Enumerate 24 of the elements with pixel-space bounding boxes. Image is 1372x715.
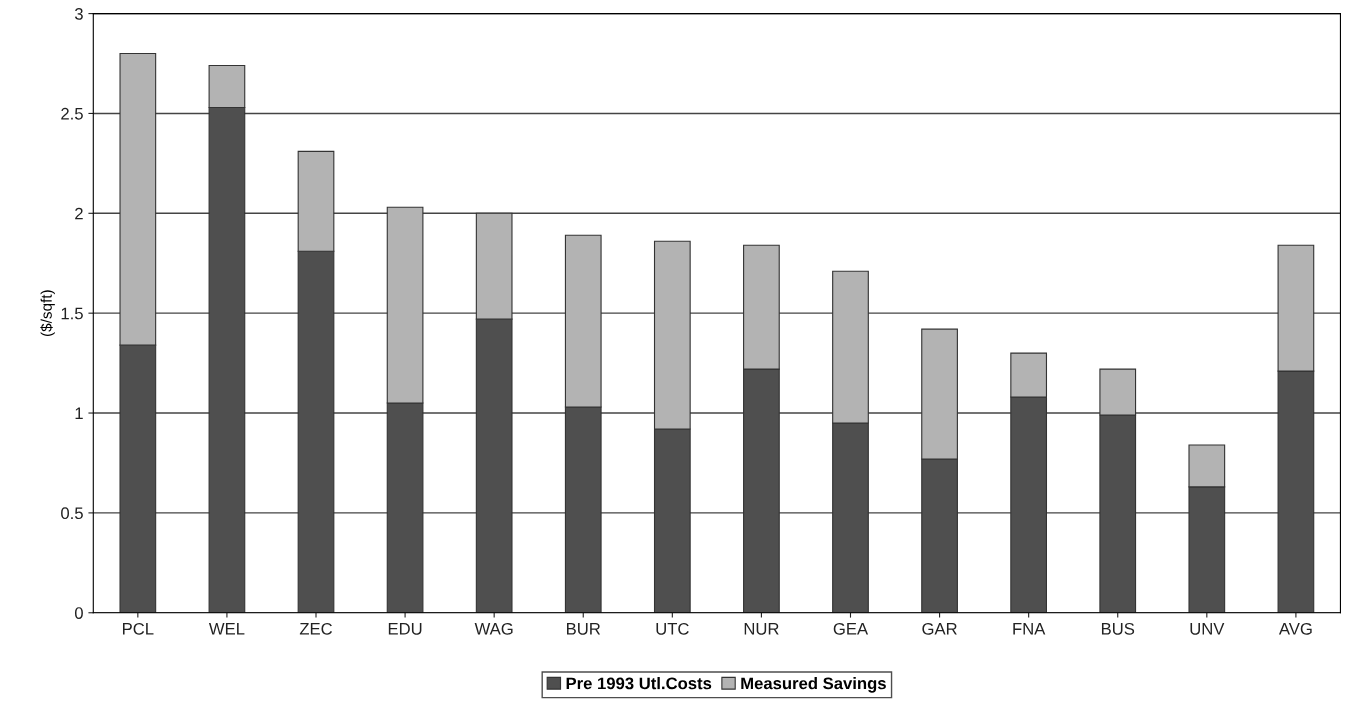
- x-tick-label: NUR: [744, 623, 779, 635]
- y-tick-label: 3: [74, 7, 83, 20]
- x-tick-label: EDU: [388, 623, 422, 635]
- y-tick-label: 0: [74, 607, 83, 619]
- y-tick-label: 1: [75, 407, 83, 420]
- x-tick-label: UTC: [656, 622, 689, 635]
- y-tick-label: 1.5: [61, 307, 83, 320]
- x-tick-label: UNV: [1190, 623, 1225, 635]
- x-tick-label: GEA: [833, 622, 869, 635]
- y-tick-label: 2.5: [61, 107, 83, 120]
- x-tick-label: GAR: [922, 622, 957, 635]
- legend-label: Pre 1993 Utl.Costs: [566, 677, 712, 690]
- x-tick-label: BUR: [567, 623, 601, 635]
- x-tick-label: WEL: [208, 623, 245, 635]
- y-tick-label: 0.5: [61, 507, 83, 520]
- x-tick-label: AVG: [1278, 622, 1312, 635]
- legend-label: Measured Savings: [741, 677, 886, 693]
- x-tick-label: FNA: [1013, 623, 1046, 635]
- x-tick-label: BUS: [1101, 622, 1135, 635]
- x-tick-label: ZEC: [299, 622, 333, 635]
- y-tick-label: 2: [75, 207, 83, 220]
- x-tick-label: PCL: [122, 622, 154, 635]
- y-axis-title: ($/sqft): [40, 290, 55, 336]
- x-tick-label: WAG: [474, 622, 513, 635]
